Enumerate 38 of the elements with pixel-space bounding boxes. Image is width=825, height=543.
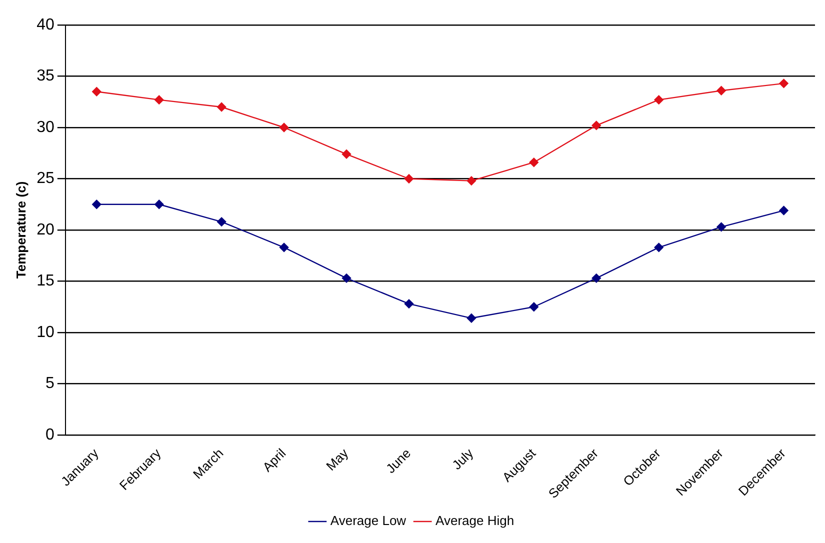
x-tick-label: July (449, 445, 476, 473)
point (716, 222, 726, 232)
point (216, 217, 226, 226)
point (779, 78, 788, 88)
point (529, 302, 538, 312)
y-tick-label: 35 (36, 68, 54, 85)
point (466, 314, 476, 323)
point (654, 242, 664, 252)
legend-label: Average High (436, 513, 514, 528)
point (279, 122, 289, 132)
point (92, 87, 102, 96)
point (342, 150, 352, 159)
point (592, 120, 601, 130)
point (92, 200, 102, 209)
x-tick-label: May (323, 445, 352, 474)
point (716, 86, 726, 96)
y-tick-label: 30 (36, 118, 54, 136)
legend-label: Average Low (330, 513, 407, 528)
y-tick-label: 20 (36, 221, 54, 238)
point (216, 102, 226, 112)
point (342, 274, 352, 283)
point (154, 200, 164, 209)
point (404, 299, 414, 308)
point (466, 176, 476, 186)
point (529, 158, 538, 167)
y-tick-label: 40 (36, 16, 54, 34)
point (592, 274, 601, 283)
y-tick-label: 10 (36, 324, 54, 341)
point (279, 242, 289, 252)
y-tick-label: 25 (36, 170, 54, 188)
y-tick-label: 0 (45, 426, 54, 444)
point (404, 174, 414, 184)
y-tick-label: 15 (36, 272, 54, 290)
point (154, 95, 164, 104)
point (654, 95, 664, 104)
y-axis-title: Temperature (c) (13, 181, 28, 279)
point (779, 206, 788, 216)
y-tick-label: 5 (45, 375, 54, 392)
